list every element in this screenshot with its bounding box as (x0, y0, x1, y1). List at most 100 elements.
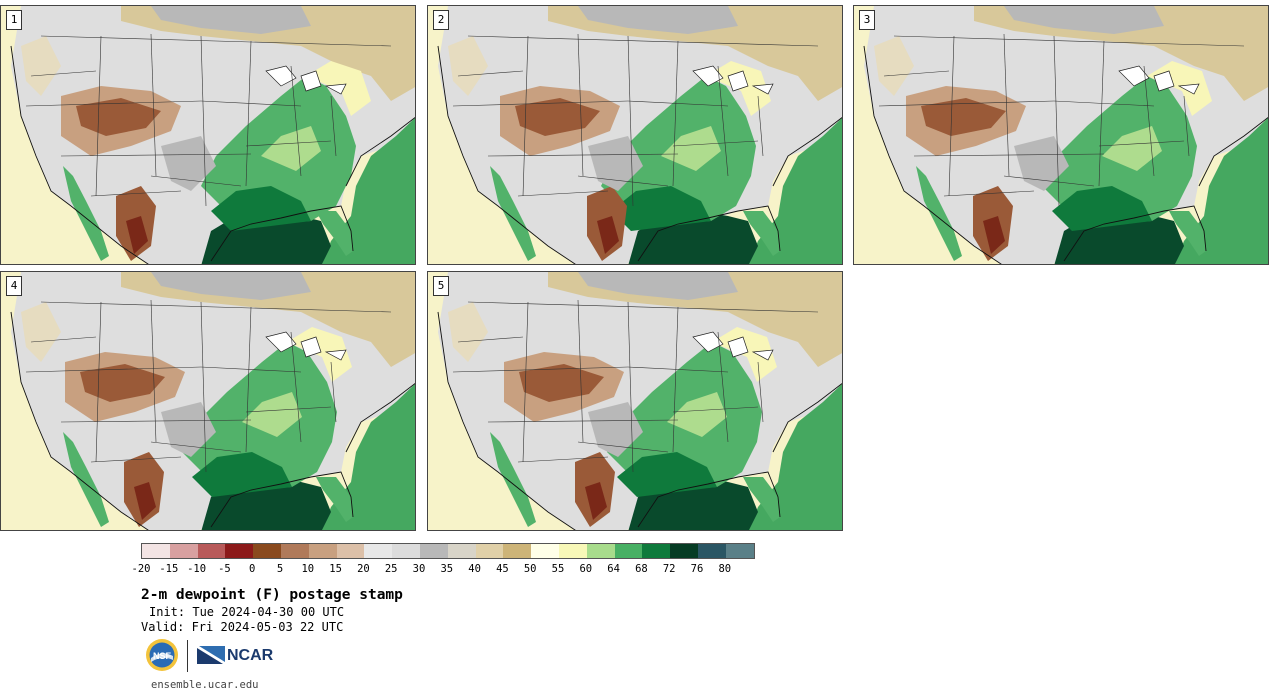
dewpoint-map (1, 272, 415, 530)
map-panel-5: 5 (427, 271, 843, 531)
colorbar-swatch (253, 544, 281, 558)
extreme-dry-region (126, 216, 148, 254)
colorbar-tick-label: 35 (440, 563, 454, 575)
northern-gray-region (578, 272, 738, 300)
init-time: Init: Tue 2024-04-30 00 UTC (149, 605, 345, 619)
moderate-humid-region (667, 392, 727, 437)
ncar-mark-icon (197, 646, 225, 664)
colorbar-tick-label: 64 (607, 563, 620, 575)
very-humid-region (617, 452, 717, 497)
pacific-northwest (448, 36, 488, 96)
northern-gray-region (151, 272, 311, 300)
nsf-logo-icon: NSF (146, 639, 178, 671)
canada-region (548, 272, 842, 367)
colorbar-swatch (169, 544, 198, 558)
transition-region (287, 327, 352, 382)
colorbar-swatch (697, 544, 726, 558)
colorbar-tick-labels: -20 -15 -10 -5 0 5 10 15 20 25 30 35 40 45 50 55 60 64 68 7… (0, 563, 900, 577)
dewpoint-map (428, 272, 842, 530)
canada-region (548, 6, 842, 101)
east-coastline (637, 116, 842, 262)
map-panel-3: 3 (853, 5, 1269, 265)
colorbar-tick-label: -5 (218, 563, 231, 575)
florida (743, 211, 780, 256)
pacific-northwest (21, 36, 61, 96)
plains-region (161, 136, 216, 191)
panel-number-label: 1 (6, 10, 22, 30)
very-dry-region (515, 98, 600, 136)
plains-region (588, 136, 643, 191)
dewpoint-map (854, 6, 1268, 264)
state-borders (452, 33, 819, 207)
moderate-humid-region (661, 126, 721, 171)
colorbar-swatch (586, 544, 615, 558)
west-coastline (437, 311, 576, 530)
colorbar-tick-label: 5 (276, 563, 284, 575)
colorbar-tick-label: 0 (249, 563, 256, 575)
colorbar-tick-label: 25 (384, 563, 398, 575)
dewpoint-map (1, 6, 415, 264)
dewpoint-map (428, 6, 842, 264)
very-humid-region (211, 186, 311, 231)
plains-region (1014, 136, 1069, 191)
colorbar-swatch (642, 544, 671, 558)
canada-region (974, 6, 1268, 101)
colorbar-tick-label: 50 (523, 563, 537, 575)
pacific-northwest (448, 302, 488, 362)
colorbar-tick-label: 55 (551, 563, 565, 575)
great-lakes (265, 65, 347, 95)
chart-title: 2-m dewpoint (F) postage stamp (141, 587, 403, 603)
panel-number-label: 4 (6, 276, 22, 296)
west-coastline (863, 45, 1002, 264)
panel-number-label: 5 (433, 276, 449, 296)
site-url: ensemble.ucar.edu (151, 679, 259, 691)
colorbar-swatch (475, 544, 504, 558)
valid-time: Valid: Fri 2024-05-03 22 UTC (141, 620, 344, 634)
colorbar-swatch (225, 544, 254, 558)
northern-gray-region (578, 6, 738, 34)
colorbar-swatch (614, 544, 643, 558)
very-dry-region (519, 364, 604, 402)
svg-text:NSF: NSF (153, 651, 172, 661)
florida (316, 211, 353, 256)
baja-coast (490, 432, 536, 527)
panel-number-label: 3 (859, 10, 875, 30)
great-lakes (692, 331, 774, 361)
colorbar-swatch (308, 544, 337, 558)
transition-region (712, 327, 777, 382)
colorbar-tick-label: 60 (579, 563, 593, 575)
colorbar-swatch (392, 544, 420, 558)
state-borders (452, 299, 819, 473)
moderate-humid-region (242, 392, 302, 437)
pacific-northwest (21, 302, 61, 362)
extreme-dry-region (983, 216, 1005, 254)
state-borders (25, 33, 392, 207)
baja-coast (490, 166, 536, 261)
colorbar-swatch (503, 544, 532, 558)
colorbar-swatch (142, 544, 170, 558)
colorbar-tick-label: 40 (468, 563, 481, 575)
colorbar-tick-label: -10 (187, 563, 207, 575)
logo-block: NSF NCAR (145, 638, 285, 674)
state-borders (25, 299, 392, 473)
colorbar-swatch (670, 544, 698, 558)
colorbar-tick-label: 72 (662, 563, 676, 575)
colorbar-tick-label: 80 (718, 563, 732, 575)
east-coastline (210, 116, 415, 262)
colorbar-tick-label: 76 (690, 563, 704, 575)
great-lakes (692, 65, 774, 95)
west-coastline (10, 311, 149, 530)
colorbar-swatch (336, 544, 365, 558)
colorbar-tick-label: 15 (329, 563, 342, 575)
colorbar-tick-label: 20 (357, 563, 370, 575)
map-panel-2: 2 (427, 5, 843, 265)
colorbar-tick-label: -20 (131, 563, 151, 575)
east-coastline (1063, 116, 1268, 262)
east-coastline (637, 382, 842, 528)
ncar-logo: NCAR (197, 644, 287, 668)
colorbar-tick-label: 30 (412, 563, 426, 575)
very-dry-region (80, 364, 165, 402)
west-coastline (10, 45, 149, 264)
colorbar-tick-label: 68 (635, 563, 648, 575)
very-dry-region (76, 98, 161, 136)
